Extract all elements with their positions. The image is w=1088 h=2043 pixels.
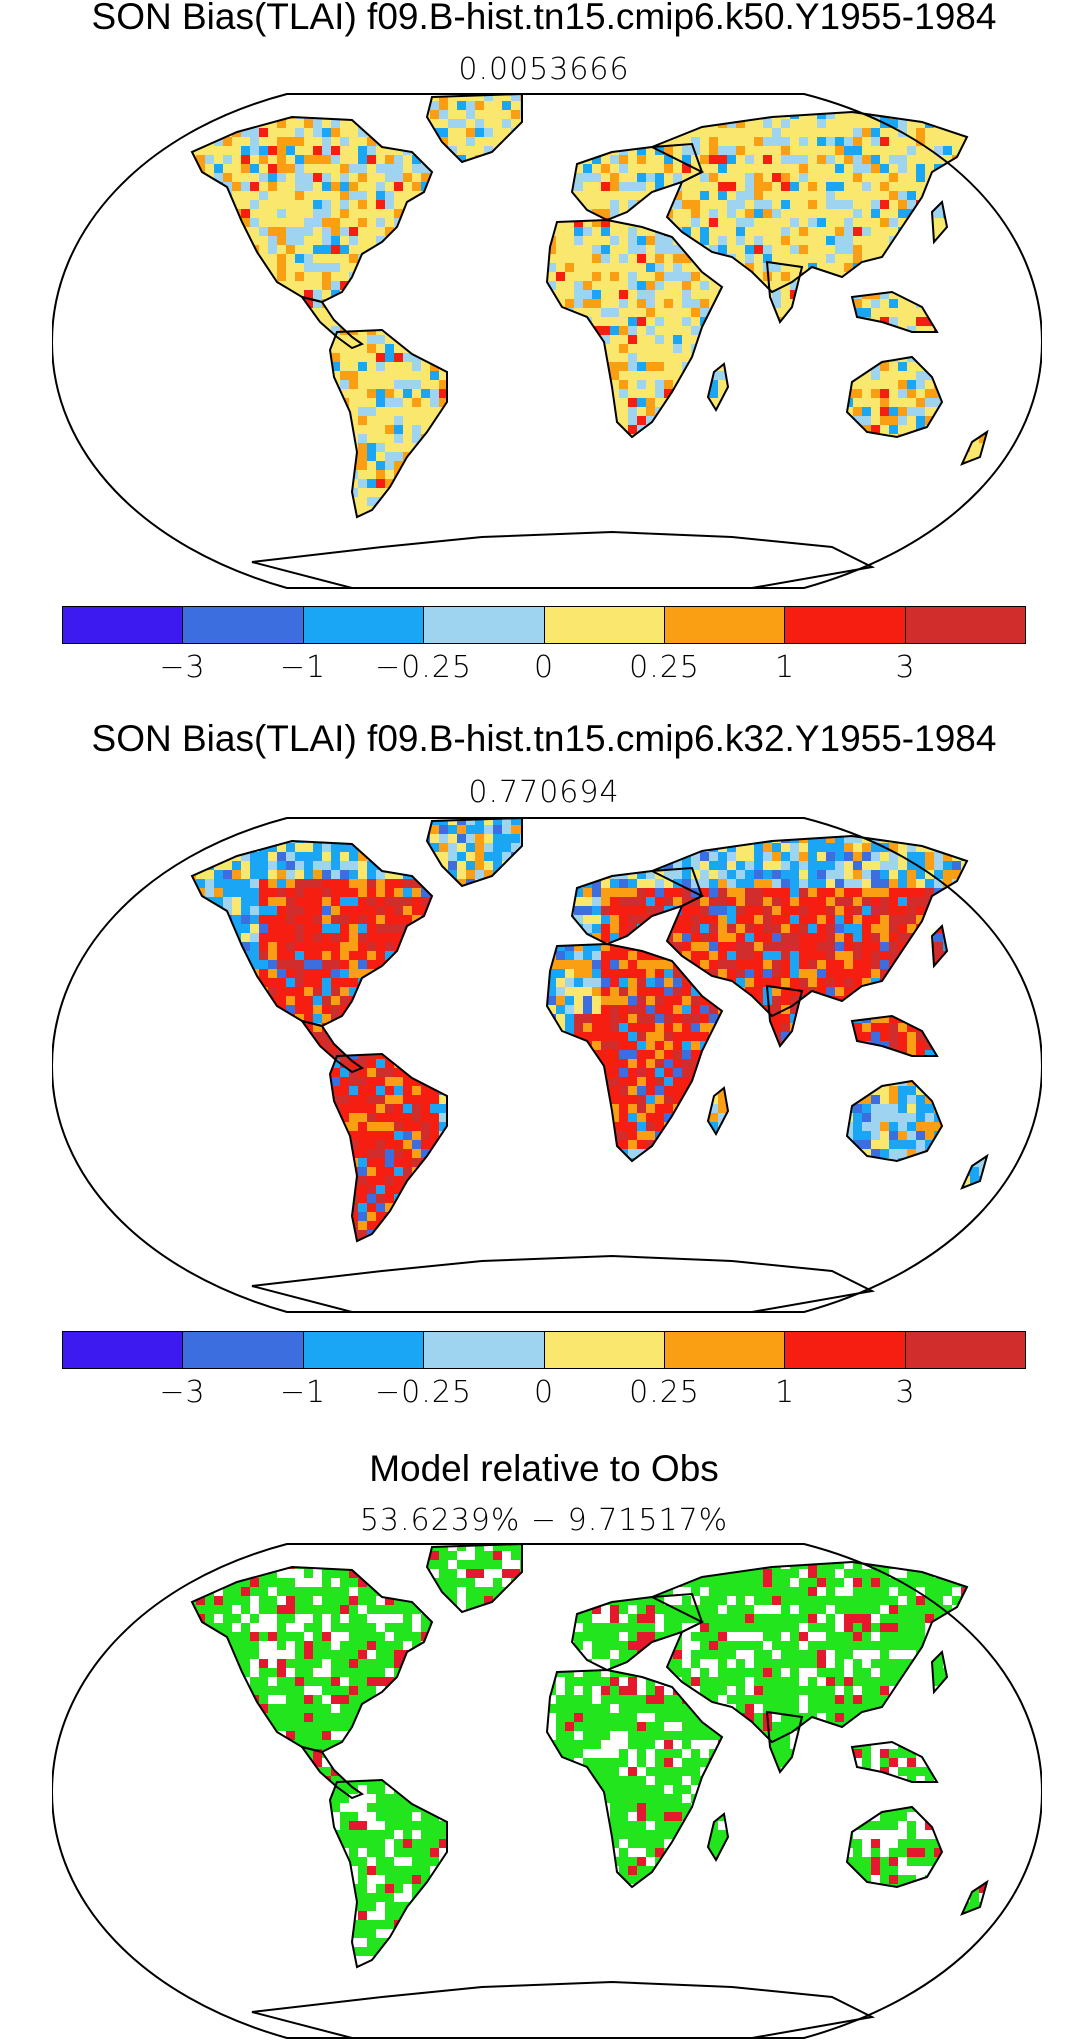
colorbar-cell	[905, 1332, 1025, 1368]
panel-3-title: Model relative to Obs	[369, 1448, 719, 1489]
coastline	[845, 355, 944, 439]
colorbar-tick-label: 0	[533, 650, 555, 685]
coastline	[850, 1740, 939, 1783]
coastline	[649, 834, 969, 1018]
colorbar-tick-label: −0.25	[375, 1375, 472, 1410]
panel-2-subtitle: 0.770694	[468, 775, 620, 810]
colorbar-cell	[183, 607, 304, 643]
coastline	[570, 142, 704, 222]
coastline	[190, 115, 434, 304]
colorbar-tick-label: −1	[279, 650, 327, 685]
panel-2-map	[52, 816, 1042, 1313]
colorbar-tick-label: 0.25	[629, 1375, 700, 1410]
panel-1-subtitle: 0.0053666	[458, 52, 630, 87]
colorbar-cell	[664, 1332, 786, 1368]
coastline	[425, 92, 523, 164]
colorbar-cell	[183, 1332, 304, 1368]
coastline	[765, 984, 804, 1048]
coastline	[706, 1812, 730, 1863]
colorbar-tick-label: 1	[774, 650, 796, 685]
coastline	[845, 1805, 944, 1889]
map-frame	[52, 93, 1042, 589]
coastline	[328, 328, 448, 519]
panel-3-subtitle: 53.6239% − 9.71517%	[359, 1503, 729, 1538]
coastline	[845, 1079, 944, 1163]
coastline	[299, 1019, 365, 1074]
coastline	[706, 1086, 730, 1137]
coastline	[930, 1649, 949, 1695]
colorbar-tick-label: 0.25	[629, 650, 700, 685]
panel-2-title: SON Bias(TLAI) f09.B-hist.tn15.cmip6.k32…	[91, 718, 997, 759]
panel-2-colorbar	[62, 1331, 1026, 1369]
colorbar-cell	[785, 607, 906, 643]
colorbar-tick-label: 0	[533, 1375, 555, 1410]
coastline	[930, 923, 949, 969]
colorbar-cell	[63, 1332, 184, 1368]
colorbar-cell	[664, 607, 786, 643]
coastline	[649, 110, 969, 294]
coastline	[190, 839, 434, 1028]
coastline	[930, 199, 949, 245]
coastline	[570, 1592, 704, 1672]
coastline	[765, 260, 804, 324]
coastline	[299, 1745, 365, 1800]
coastline	[328, 1778, 448, 1969]
coastline	[545, 942, 724, 1163]
colorbar-cell	[303, 1332, 425, 1368]
coastline	[960, 1153, 989, 1190]
colorbar-tick-label: 3	[895, 650, 916, 685]
map-frame	[52, 1543, 1042, 2039]
coastline	[960, 1879, 989, 1916]
map-frame	[52, 817, 1042, 1313]
panel-1-colorbar	[62, 606, 1026, 644]
coastline	[649, 1560, 969, 1744]
colorbar-tick-label: −1	[279, 1375, 327, 1410]
colorbar-tick-label: −3	[159, 1375, 206, 1410]
coastline	[328, 1052, 448, 1243]
colorbar-cell	[424, 1332, 545, 1368]
panel-1-map	[52, 92, 1042, 589]
coastline	[765, 1710, 804, 1774]
colorbar-tick-label: 3	[895, 1375, 916, 1410]
colorbar-tick-label: −3	[159, 650, 206, 685]
colorbar-tick-label: 1	[774, 1375, 796, 1410]
coastline	[960, 429, 989, 466]
coastline	[706, 362, 730, 413]
colorbar-cell	[63, 607, 184, 643]
coastline	[570, 866, 704, 946]
coastline	[190, 1565, 434, 1754]
colorbar-cell	[424, 607, 545, 643]
coastline	[850, 290, 939, 333]
coastline	[425, 816, 523, 888]
colorbar-cell	[303, 607, 425, 643]
coastline	[299, 295, 365, 350]
colorbar-cell	[785, 1332, 906, 1368]
coastline	[850, 1014, 939, 1057]
coastline	[545, 1668, 724, 1889]
colorbar-cell	[544, 607, 665, 643]
colorbar-cell	[905, 607, 1025, 643]
panel-3-map	[52, 1542, 1042, 2039]
coastline	[425, 1542, 523, 1614]
colorbar-tick-label: −0.25	[375, 650, 472, 685]
coastline	[545, 218, 724, 439]
colorbar-cell	[544, 1332, 665, 1368]
panel-1-title: SON Bias(TLAI) f09.B-hist.tn15.cmip6.k50…	[91, 0, 997, 37]
